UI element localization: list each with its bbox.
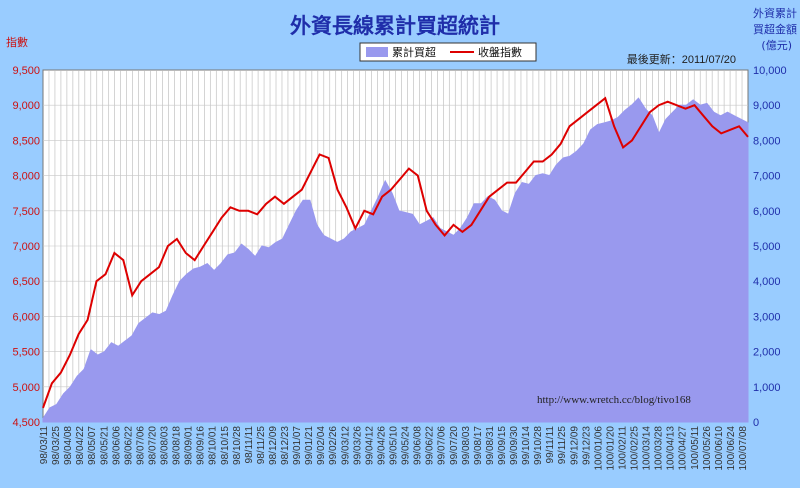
x-tick-label: 98/09/01 <box>184 426 195 465</box>
x-tick-label: 99/03/26 <box>352 426 363 465</box>
x-tick-label: 99/10/14 <box>521 426 532 465</box>
x-tick-label: 100/02/25 <box>630 426 641 471</box>
x-tick-label: 98/12/09 <box>268 426 279 465</box>
chart-title: 外資長線累計買超統計 <box>290 14 500 38</box>
x-tick-label: 99/05/24 <box>401 426 412 465</box>
right-tick-label: 2,000 <box>753 347 781 359</box>
x-tick-label: 100/02/11 <box>617 426 628 470</box>
x-tick-label: 99/12/09 <box>569 426 580 465</box>
x-tick-label: 99/06/22 <box>425 426 436 465</box>
x-tick-label: 99/02/04 <box>316 426 327 465</box>
x-tick-label: 98/11/11 <box>244 426 255 464</box>
right-axis-label-line-2: 買超金額 <box>753 22 797 36</box>
x-tick-label: 99/02/26 <box>328 426 339 465</box>
x-tick-label: 98/09/16 <box>196 426 207 465</box>
left-tick-label: 9,000 <box>12 100 40 112</box>
right-tick-label: 8,000 <box>753 135 781 147</box>
x-tick-label: 100/06/10 <box>714 426 725 471</box>
left-tick-label: 5,000 <box>12 382 40 394</box>
x-tick-label: 100/01/20 <box>605 426 616 471</box>
x-tick-label: 98/11/25 <box>256 426 267 465</box>
x-tick-label: 98/08/03 <box>160 426 171 465</box>
right-tick-label: 10,000 <box>753 65 787 77</box>
x-tick-label: 100/07/08 <box>738 426 749 471</box>
legend-label-area: 累計買超 <box>392 45 436 59</box>
left-tick-label: 7,500 <box>12 206 40 218</box>
left-axis-label: 指數 <box>6 35 28 49</box>
x-tick-label: 98/03/25 <box>51 426 62 465</box>
x-tick-label: 98/12/23 <box>280 426 291 465</box>
x-tick-label: 99/05/10 <box>389 426 400 465</box>
x-tick-label: 98/06/22 <box>123 426 134 465</box>
right-tick-label: 1,000 <box>753 382 781 394</box>
x-tick-label: 98/10/15 <box>220 426 231 465</box>
x-axis-ticks: 98/03/11 98/03/25 98/04/08 98/04/22 98/05/07… <box>39 426 749 471</box>
legend: 累計買超 收盤指數 <box>359 42 537 62</box>
x-tick-label: 100/05/11 <box>690 426 701 470</box>
series-area-cumulative-buy <box>42 97 749 423</box>
x-tick-label: 99/11/11 <box>545 426 556 464</box>
right-axis-label-line-1: 外資累計 <box>753 6 797 20</box>
x-tick-label: 99/10/28 <box>533 426 544 465</box>
x-tick-label: 99/09/15 <box>497 426 508 465</box>
left-tick-label: 6,500 <box>12 276 40 288</box>
x-tick-label: 100/03/14 <box>642 426 653 471</box>
right-axis-label-line-3: (億元) <box>761 39 792 52</box>
x-tick-label: 98/05/07 <box>87 426 98 465</box>
x-tick-label: 99/08/17 <box>473 426 484 465</box>
left-tick-label: 8,500 <box>12 135 40 147</box>
x-tick-label: 100/05/26 <box>702 426 713 471</box>
x-tick-label: 98/04/22 <box>75 426 86 465</box>
right-tick-label: 5,000 <box>753 241 781 253</box>
x-tick-label: 99/01/07 <box>292 426 303 465</box>
x-tick-label: 99/01/21 <box>304 426 315 465</box>
x-tick-label: 98/06/06 <box>111 426 122 465</box>
x-tick-label: 100/01/06 <box>593 426 604 471</box>
right-tick-label: 9,000 <box>753 100 781 112</box>
watermark-url: http://www.wretch.cc/blog/tivo168 <box>537 394 691 406</box>
update-note: 最後更新：2011/07/20 <box>627 52 736 66</box>
x-tick-label: 99/12/23 <box>581 426 592 465</box>
left-tick-label: 6,000 <box>12 311 40 323</box>
left-tick-label: 5,500 <box>12 347 40 359</box>
legend-box <box>359 42 537 62</box>
left-tick-label: 4,500 <box>12 417 40 429</box>
x-tick-label: 99/08/31 <box>485 426 496 465</box>
x-tick-label: 100/06/24 <box>726 426 737 471</box>
left-axis-ticks: 4,500 5,000 5,500 6,000 6,500 7,000 7,500 8,000… <box>12 65 40 429</box>
x-tick-label: 98/05/21 <box>99 426 110 465</box>
right-tick-label: 6,000 <box>753 206 781 218</box>
x-tick-label: 98/07/20 <box>147 426 158 465</box>
left-tick-label: 8,000 <box>12 171 40 183</box>
x-tick-label: 99/08/03 <box>461 426 472 465</box>
x-tick-label: 98/03/11 <box>39 426 50 465</box>
series-line-index <box>42 96 749 409</box>
legend-swatch-area <box>366 47 388 57</box>
x-tick-label: 99/09/30 <box>509 426 520 465</box>
left-tick-label: 7,000 <box>12 241 40 253</box>
x-tick-label: 99/06/08 <box>413 426 424 465</box>
right-axis-ticks: 0 1,000 2,000 3,000 4,000 5,000 6,000 7,000 8,00… <box>753 65 787 429</box>
x-tick-label: 100/04/27 <box>678 426 689 471</box>
x-tick-label: 99/04/26 <box>376 426 387 465</box>
x-tick-label: 99/07/06 <box>437 426 448 465</box>
x-tick-label: 98/10/01 <box>208 426 219 465</box>
right-tick-label: 7,000 <box>753 171 781 183</box>
x-tick-label: 99/04/12 <box>364 426 375 465</box>
x-tick-label: 100/03/28 <box>654 426 665 471</box>
x-tick-label: 98/04/08 <box>63 426 74 465</box>
right-tick-label: 0 <box>753 417 759 429</box>
legend-label-line: 收盤指數 <box>478 45 522 59</box>
x-tick-label: 98/08/18 <box>172 426 183 465</box>
left-tick-label: 9,500 <box>12 65 40 77</box>
x-tick-label: 99/11/25 <box>557 426 568 465</box>
x-tick-label: 98/07/06 <box>135 426 146 465</box>
right-tick-label: 3,000 <box>753 311 781 323</box>
x-tick-label: 98/10/28 <box>232 426 243 465</box>
x-tick-label: 99/07/20 <box>449 426 460 465</box>
right-tick-label: 4,000 <box>753 276 781 288</box>
x-tick-label: 99/03/12 <box>340 426 351 465</box>
x-tick-label: 100/04/13 <box>666 426 677 471</box>
